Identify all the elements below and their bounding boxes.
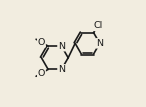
Text: N: N xyxy=(58,42,65,51)
Text: O: O xyxy=(38,38,45,47)
Text: N: N xyxy=(58,65,65,74)
Text: Cl: Cl xyxy=(94,21,103,30)
Text: N: N xyxy=(96,39,103,48)
Text: O: O xyxy=(38,69,45,78)
